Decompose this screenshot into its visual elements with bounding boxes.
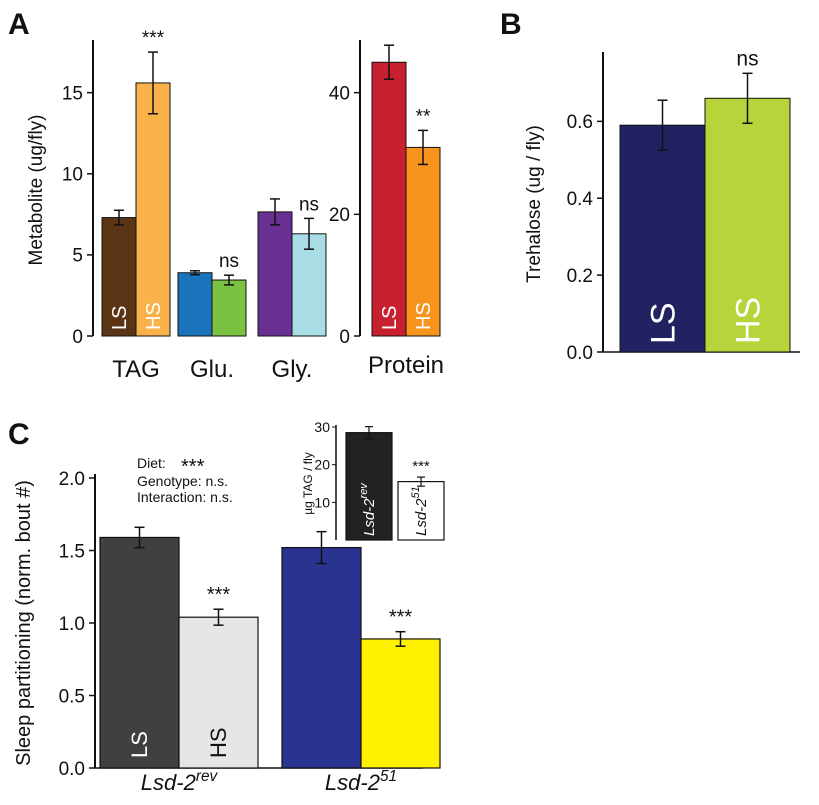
group-label: Gly. xyxy=(272,356,313,383)
bar-label: HS xyxy=(413,302,435,330)
inset-bar-label: Lsd-251 xyxy=(410,486,430,536)
y-axis-label: Sleep partitioning (norm. bout #) xyxy=(13,480,35,766)
y-axis-label: Trehalose (ug / fly) xyxy=(524,125,545,283)
y-tick-label: 20 xyxy=(329,205,350,226)
significance-label: ** xyxy=(416,106,431,127)
chart-b: 0.0 0.2 0.4 0.6 Trehalose (ug / fly) LS HS ns xyxy=(524,47,800,364)
bar xyxy=(211,279,247,337)
panel-b-letter: B xyxy=(500,8,522,41)
panel-c-letter: C xyxy=(8,418,30,451)
y-axis-label: Metabolite (ug/fly) xyxy=(26,114,47,265)
inset-bar xyxy=(397,481,445,541)
inset-bar-label: Lsd-2rev xyxy=(358,482,378,536)
inset-significance-label: *** xyxy=(412,458,430,475)
inset-bar-label-superscript: 51 xyxy=(410,486,422,498)
group-label: Protein xyxy=(368,352,444,379)
y-tick-label: 0.0 xyxy=(59,759,85,780)
inset-bar-label-superscript: rev xyxy=(358,482,370,499)
y-tick-label: 1.5 xyxy=(59,541,85,562)
bar xyxy=(135,82,171,337)
inset-y-tick-label: 20 xyxy=(314,457,330,473)
y-tick-label: 2.0 xyxy=(59,469,85,490)
y-tick-label: 5 xyxy=(72,246,83,267)
group-label: Lsd-251 xyxy=(325,768,397,795)
chart-a2: 0 20 40 LS HS ** Protein xyxy=(329,40,444,379)
group-label-superscript: 51 xyxy=(380,768,397,785)
bar xyxy=(360,638,441,769)
y-tick-label: 0.4 xyxy=(567,189,594,210)
bar xyxy=(371,61,407,337)
y-tick-label: 40 xyxy=(329,84,350,105)
inset-y-tick-label: 30 xyxy=(314,419,330,435)
bar-label: HS xyxy=(143,302,165,330)
bar-label: LS xyxy=(109,306,131,330)
group-label: Glu. xyxy=(190,356,234,383)
y-tick-label: 0 xyxy=(339,327,350,348)
inset-y-axis-label: µg TAG / fly xyxy=(301,452,315,514)
panel-a-letter: A xyxy=(8,8,30,41)
bar-label: LS xyxy=(127,731,152,758)
inset-y-tick-label: 10 xyxy=(314,494,330,510)
y-tick-label: 0.2 xyxy=(567,266,593,287)
annotation-diet-label: Diet: xyxy=(137,455,166,471)
chart-a1: 0 5 10 15 Metabolite (ug/fly) LS HS *** TAG ns Glu… xyxy=(26,28,327,383)
bar xyxy=(99,536,180,769)
inset-bar-label-base: Lsd-2 xyxy=(361,498,378,536)
bar-label: HS xyxy=(206,727,231,758)
y-tick-label: 0.5 xyxy=(59,686,85,707)
group-label-superscript: rev xyxy=(196,768,219,785)
significance-label: ns xyxy=(219,251,239,272)
group-label: TAG xyxy=(112,356,160,383)
annotation-diet-significance: *** xyxy=(181,456,205,478)
significance-label: *** xyxy=(207,584,231,606)
y-tick-label: 10 xyxy=(62,165,83,186)
annotation-genotype: Genotype: n.s. xyxy=(137,473,228,489)
significance-label: ns xyxy=(299,194,319,215)
inset-bar-label-base: Lsd-2 xyxy=(413,498,430,536)
y-tick-label: 15 xyxy=(62,84,83,105)
bar-label: HS xyxy=(729,297,767,344)
bar-label: LS xyxy=(644,302,682,344)
bar-label: LS xyxy=(379,306,401,330)
chart-c: 0.0 0.5 1.0 1.5 2.0 Sleep partitioning (norm.… xyxy=(13,455,441,795)
group-label-base: Lsd-2 xyxy=(325,770,380,795)
group-label-base: Lsd-2 xyxy=(141,770,196,795)
bar xyxy=(178,616,259,769)
annotation-interaction: Interaction: n.s. xyxy=(137,489,233,505)
significance-label: *** xyxy=(389,607,413,629)
y-tick-label: 1.0 xyxy=(59,614,85,635)
inset-bar xyxy=(345,432,393,541)
bar xyxy=(177,272,213,337)
bar xyxy=(405,146,441,337)
y-tick-label: 0.6 xyxy=(567,112,593,133)
y-tick-label: 0 xyxy=(72,327,83,348)
bar xyxy=(291,233,327,337)
bar xyxy=(281,546,362,769)
significance-label: *** xyxy=(142,28,165,49)
significance-label: ns xyxy=(736,47,758,70)
bar xyxy=(257,211,293,337)
group-label: Lsd-2rev xyxy=(141,768,219,795)
y-tick-label: 0.0 xyxy=(567,343,593,364)
